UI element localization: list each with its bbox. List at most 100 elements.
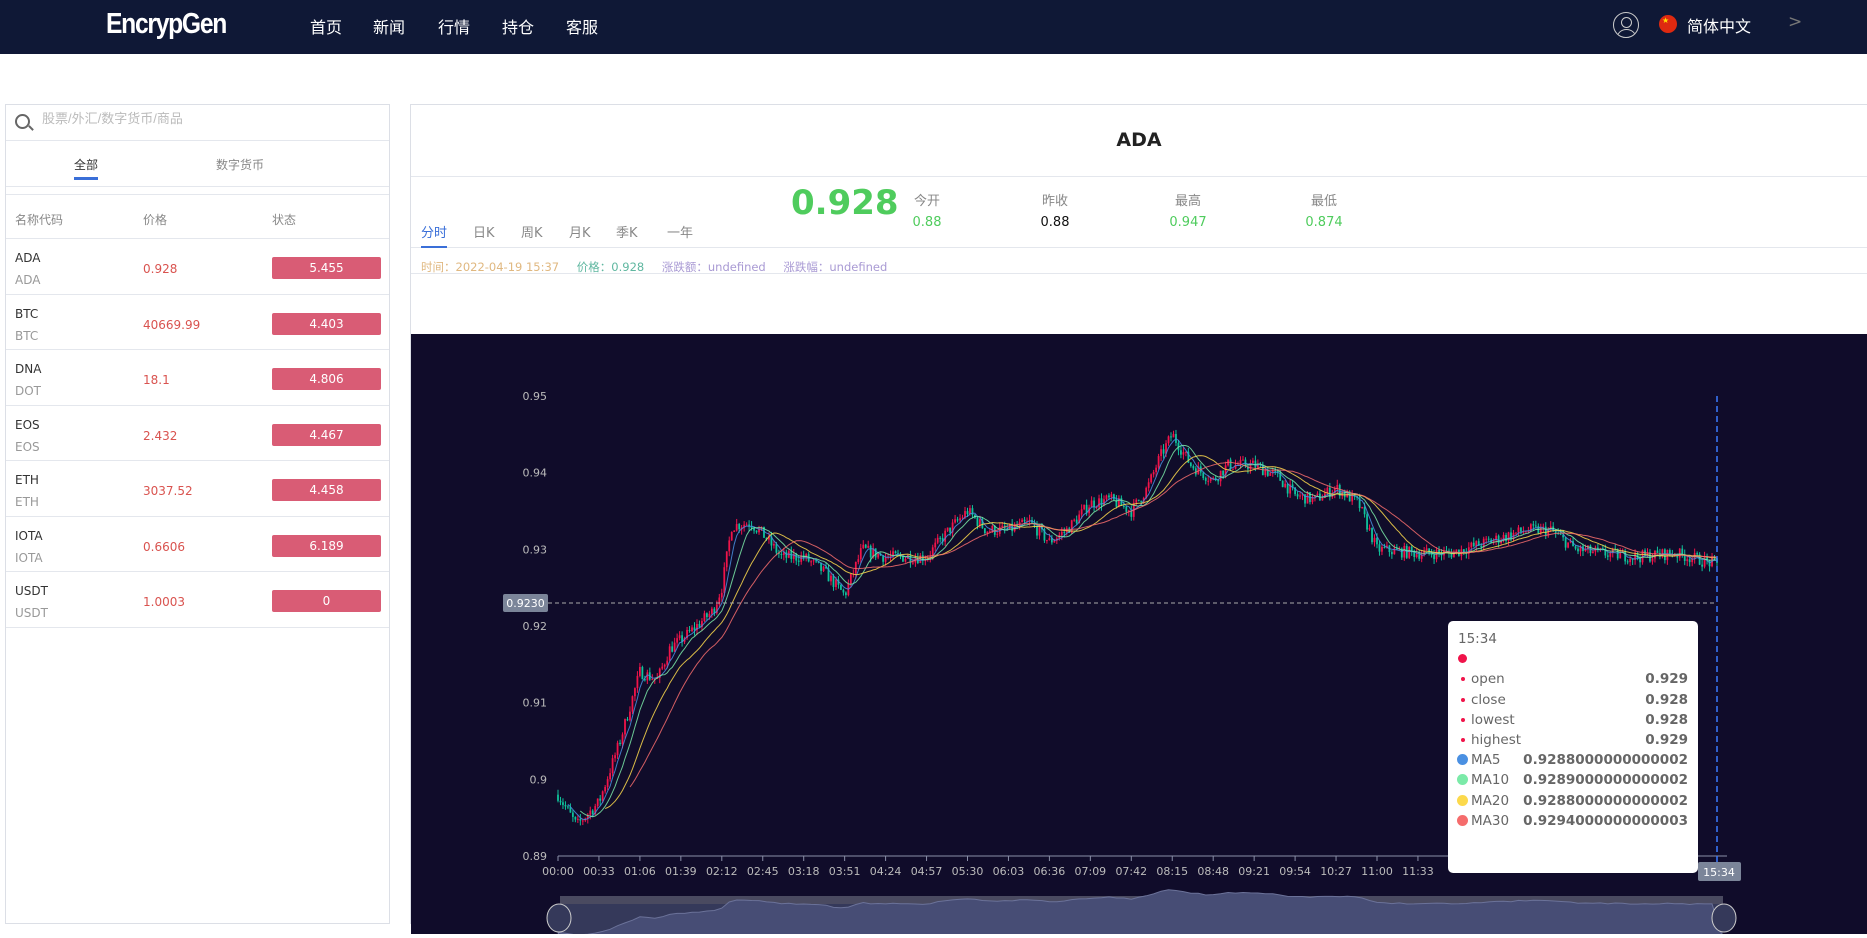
candle-body <box>983 528 986 534</box>
ma-line-ma20 <box>604 455 1718 810</box>
candle-body <box>1562 534 1565 538</box>
candle-body <box>1162 449 1165 454</box>
period-tab[interactable]: 季K <box>616 226 638 241</box>
candle-body <box>1395 548 1398 550</box>
candle-body <box>1515 532 1517 534</box>
list-item[interactable]: USDT USDT 1.0003 0 <box>6 572 389 628</box>
nav-news[interactable]: 新闻 <box>373 18 406 37</box>
symbol-name: EOS <box>15 417 40 432</box>
candle-body <box>1656 550 1659 553</box>
candle-body <box>1510 532 1512 540</box>
candle-body <box>812 560 815 562</box>
tab-all[interactable]: 全部 <box>74 158 99 180</box>
x-tick-label: 08:48 <box>1197 865 1229 878</box>
candle-body <box>944 530 947 542</box>
candle-body <box>1624 551 1627 562</box>
candle-body <box>1579 546 1582 552</box>
candle-body <box>1353 493 1356 497</box>
candle-body <box>710 608 713 614</box>
candle-body <box>1688 559 1691 563</box>
list-item[interactable]: EOS EOS 2.432 4.467 <box>6 406 389 461</box>
tooltip-key: highest <box>1471 731 1522 748</box>
candle-body <box>596 798 599 807</box>
list-item[interactable]: ETH ETH 3037.52 4.458 <box>6 461 389 517</box>
candle-body <box>1564 537 1567 548</box>
candle-body <box>1480 545 1483 548</box>
candle-body <box>1428 548 1431 553</box>
candle-body <box>844 592 847 596</box>
tooltip-value: 0.928 <box>1645 711 1688 728</box>
tooltip-key: MA5 <box>1471 752 1501 769</box>
period-tab[interactable]: 日K <box>473 226 495 241</box>
current-price: 0.928 <box>791 183 899 223</box>
candle-body <box>1373 537 1376 543</box>
crosshair-x-label-box <box>1698 862 1741 881</box>
candle-body <box>827 568 830 582</box>
kline-chart[interactable]: 0.95 0.94 0.93 0.92 0.91 0.9 0.89 00:00 00:33 01:… <box>411 334 1867 938</box>
nav-home[interactable]: 首页 <box>310 18 343 37</box>
candle-body <box>738 524 741 530</box>
candle-body <box>924 560 927 562</box>
candle-body <box>666 660 669 665</box>
candle-body <box>718 597 721 605</box>
period-tab[interactable]: 月K <box>569 226 591 241</box>
candle-body <box>911 562 914 564</box>
candle-body <box>1381 547 1383 552</box>
language-selector[interactable]: 简体中文 <box>1687 17 1752 36</box>
symbol-list-panel: 全部 数字货币 名称代码 价格 状态 ADA ADA 0.928 5.455 B… <box>5 104 390 924</box>
user-icon[interactable] <box>1613 12 1639 38</box>
candle-body <box>1430 552 1433 555</box>
candle-body <box>1229 459 1232 470</box>
candle-body <box>1348 491 1351 502</box>
candle-body <box>1271 470 1274 473</box>
candle-body <box>1137 499 1140 501</box>
candle-body <box>785 552 788 558</box>
ma-line-ma30 <box>629 461 1718 788</box>
candle-body <box>1659 552 1661 557</box>
candle-body <box>835 579 837 587</box>
candle-body <box>966 511 969 515</box>
candle-body <box>1001 525 1004 528</box>
symbol-code: IOTA <box>15 550 43 565</box>
period-tab[interactable]: 周K <box>521 226 543 241</box>
list-item[interactable]: DNA DOT 18.1 4.806 <box>6 350 389 406</box>
candle-body <box>681 635 683 642</box>
stat-label: 昨收 <box>1041 194 1068 209</box>
candle-body <box>1686 559 1689 562</box>
candle-body <box>1187 451 1190 463</box>
candle-body <box>1497 535 1500 544</box>
candle-body <box>591 810 594 815</box>
candle-body <box>1304 494 1306 504</box>
tab-crypto[interactable]: 数字货币 <box>216 158 265 172</box>
list-item[interactable]: BTC BTC 40669.99 4.403 <box>6 295 389 350</box>
candle-body <box>743 524 746 528</box>
symbol-price: 1.0003 <box>143 595 185 609</box>
x-tick-label: 07:42 <box>1115 865 1147 878</box>
candle-body <box>1698 554 1701 565</box>
candle-body <box>574 816 577 820</box>
candle-body <box>668 646 671 661</box>
period-tab[interactable]: 分时 <box>421 222 448 248</box>
symbol-name: DNA <box>15 362 42 376</box>
candle-body <box>904 558 907 562</box>
candle-body <box>1683 554 1686 562</box>
candle-body <box>601 791 604 801</box>
chevron-right-icon[interactable]: > <box>1788 12 1803 32</box>
period-tab[interactable]: 一年 <box>667 226 694 241</box>
candle-body <box>936 537 939 543</box>
candle-body <box>1678 548 1681 558</box>
x-tick-label: 03:51 <box>829 865 861 878</box>
candle-body <box>792 554 795 559</box>
search-input[interactable] <box>42 111 342 126</box>
candle-body <box>658 668 661 678</box>
candle-body <box>1232 468 1234 470</box>
candle-body <box>1676 555 1679 558</box>
list-item[interactable]: IOTA IOTA 0.6606 6.189 <box>6 517 389 572</box>
candle-body <box>1475 541 1478 547</box>
nav-market[interactable]: 行情 <box>438 18 471 37</box>
nav-support[interactable]: 客服 <box>566 18 599 37</box>
logo[interactable]: EncrypGen <box>106 8 227 40</box>
nav-positions[interactable]: 持仓 <box>502 18 535 37</box>
list-item[interactable]: ADA ADA 0.928 5.455 <box>6 239 389 295</box>
candle-body <box>770 536 773 546</box>
